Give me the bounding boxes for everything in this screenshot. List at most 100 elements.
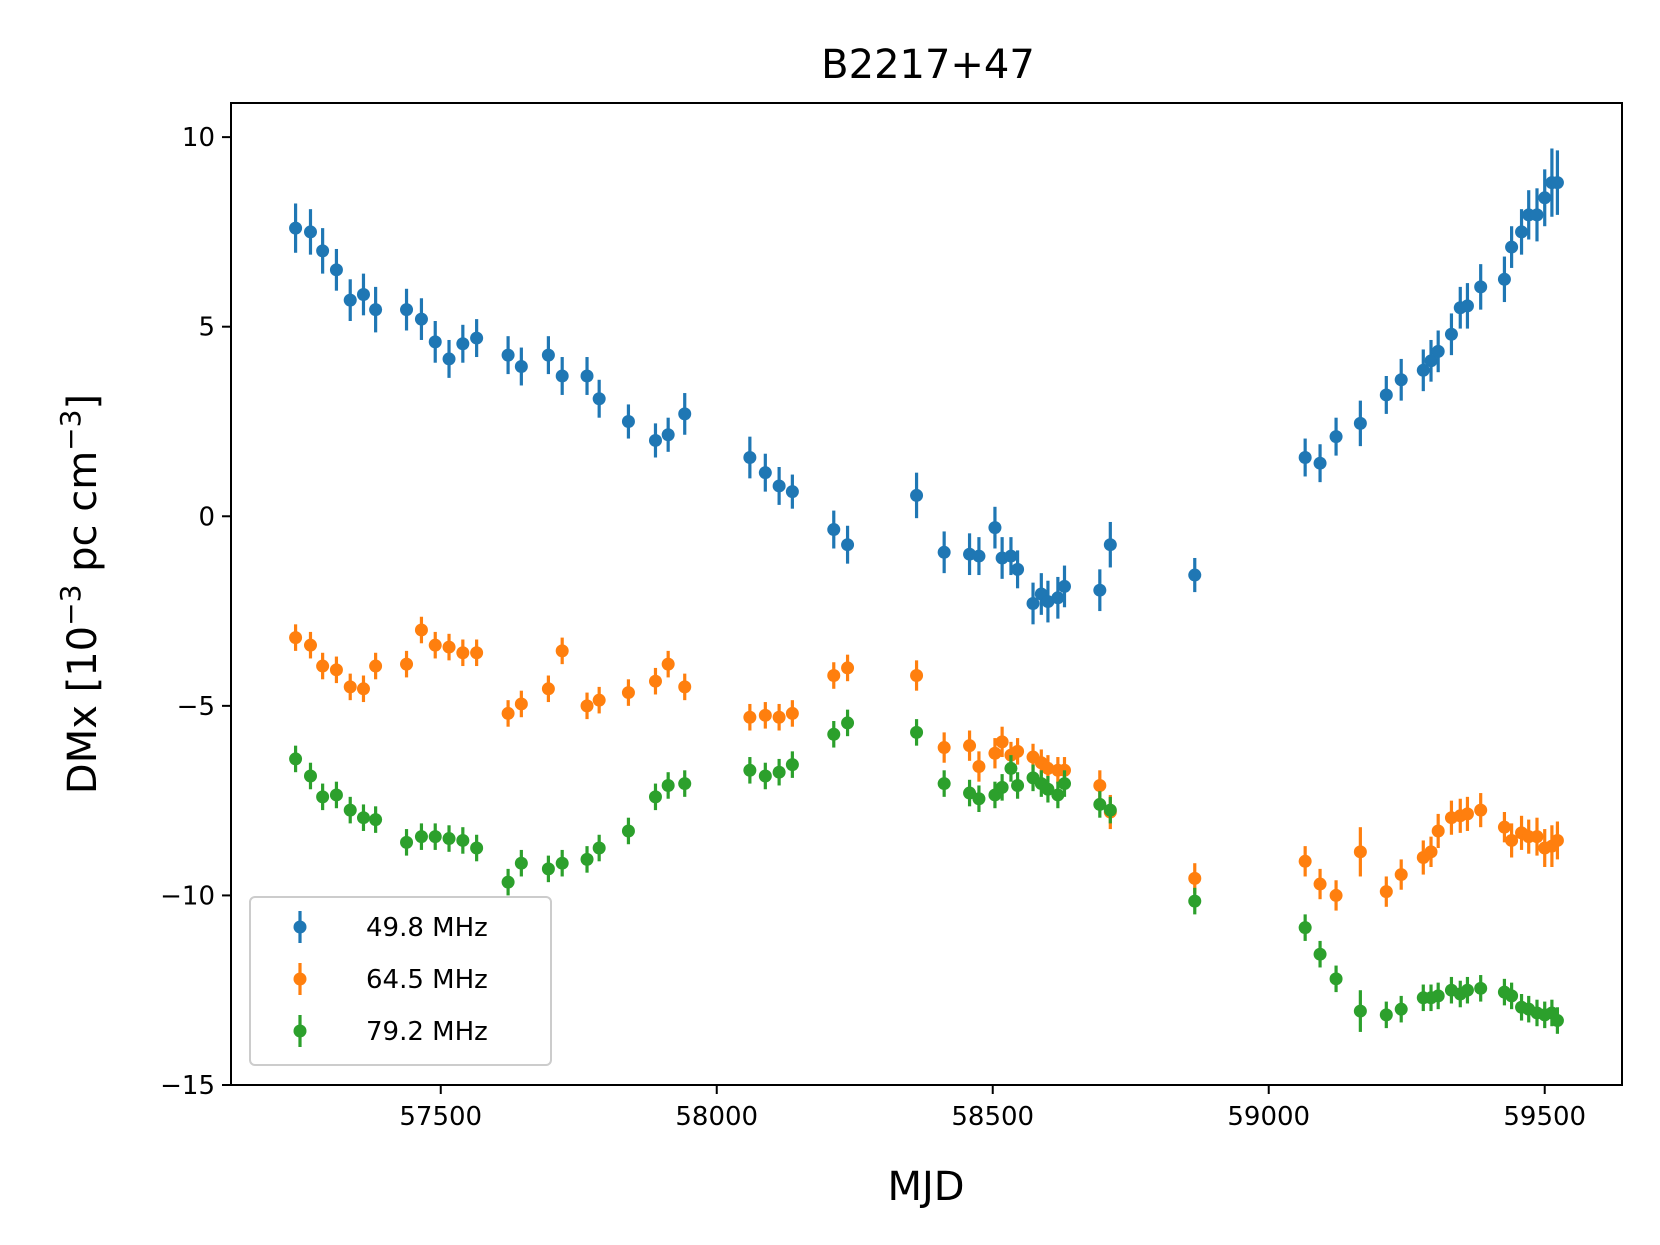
data-point	[772, 710, 786, 724]
data-point	[400, 303, 414, 317]
data-point	[1188, 568, 1202, 582]
data-point	[1188, 894, 1202, 908]
data-point	[343, 803, 357, 817]
legend-label: 64.5 MHz	[366, 965, 488, 995]
data-point	[592, 392, 606, 406]
y-axis-label-suffix: ]	[60, 394, 106, 410]
y-tick-label: 0	[198, 502, 215, 532]
data-point	[356, 287, 370, 301]
data-point	[303, 769, 317, 783]
data-point	[1026, 596, 1040, 610]
data-point	[841, 716, 855, 730]
data-point	[1313, 877, 1327, 891]
legend-entry: 49.8 MHz	[293, 911, 488, 943]
data-point	[514, 697, 528, 711]
data-point	[1051, 591, 1065, 605]
data-point	[1329, 972, 1343, 986]
data-point	[785, 758, 799, 772]
y-axis: 10 5 0 −5 −10 −15	[160, 123, 231, 1101]
data-point	[303, 225, 317, 239]
data-point	[772, 479, 786, 493]
data-point	[1051, 788, 1065, 802]
legend-marker	[293, 920, 307, 934]
data-point	[661, 657, 675, 671]
x-tick-label: 59500	[1503, 1102, 1586, 1132]
data-point	[648, 790, 662, 804]
data-point	[514, 360, 528, 374]
data-point	[963, 786, 977, 800]
x-tick-label: 58000	[675, 1102, 758, 1132]
data-point	[592, 693, 606, 707]
data-point	[555, 369, 569, 383]
data-point	[1313, 456, 1327, 470]
data-point	[1011, 562, 1025, 576]
data-point	[841, 661, 855, 675]
data-point	[541, 862, 555, 876]
data-point	[1353, 1004, 1367, 1018]
data-point	[456, 337, 470, 351]
data-point	[414, 623, 428, 637]
data-point	[963, 739, 977, 753]
legend-marker	[293, 972, 307, 986]
data-point	[1460, 299, 1474, 313]
data-point	[937, 777, 951, 791]
data-point	[470, 841, 484, 855]
data-point	[972, 792, 986, 806]
data-point	[1298, 921, 1312, 935]
data-point	[356, 811, 370, 825]
legend-marker	[293, 1024, 307, 1038]
data-point	[1353, 845, 1367, 859]
legend-label: 79.2 MHz	[366, 1017, 488, 1047]
data-point	[1298, 854, 1312, 868]
data-point	[1505, 833, 1519, 847]
data-point	[1103, 538, 1117, 552]
data-point	[661, 428, 675, 442]
data-point	[1474, 280, 1488, 294]
data-point	[329, 263, 343, 277]
y-tick-label: 10	[182, 123, 215, 153]
data-point	[369, 303, 383, 317]
x-tick-label: 57500	[399, 1102, 482, 1132]
data-point	[1530, 208, 1544, 222]
data-point	[414, 312, 428, 326]
data-point	[1460, 807, 1474, 821]
chart-title: B2217+47	[821, 42, 1035, 88]
data-point	[470, 646, 484, 660]
data-point	[1004, 549, 1018, 563]
legend-entry: 79.2 MHz	[293, 1015, 488, 1047]
data-point	[1011, 778, 1025, 792]
series-2	[289, 616, 1564, 911]
data-point	[442, 832, 456, 846]
data-point	[414, 830, 428, 844]
data-point	[501, 348, 515, 362]
data-point	[1550, 833, 1564, 847]
data-point	[827, 669, 841, 683]
data-point	[1298, 451, 1312, 465]
data-point	[910, 669, 924, 683]
data-point	[428, 830, 442, 844]
data-point	[972, 760, 986, 774]
data-point	[743, 710, 757, 724]
data-point	[428, 335, 442, 349]
data-point	[501, 875, 515, 889]
data-point	[1431, 824, 1445, 838]
data-point	[995, 780, 1009, 794]
data-point	[937, 545, 951, 559]
y-tick-label: −15	[160, 1071, 215, 1101]
data-point	[580, 852, 594, 866]
data-point	[841, 538, 855, 552]
y-tick-label: −5	[177, 692, 215, 722]
data-point	[1313, 947, 1327, 961]
data-point	[369, 813, 383, 827]
data-point	[356, 682, 370, 696]
y-tick-label: 5	[198, 313, 215, 343]
data-point	[316, 659, 330, 673]
data-point	[303, 638, 317, 652]
data-point	[1424, 354, 1438, 368]
y-axis-label-exponent-1: −3	[54, 585, 87, 626]
data-point	[343, 680, 357, 694]
data-point	[1474, 803, 1488, 817]
data-point	[329, 663, 343, 677]
data-point	[1379, 1008, 1393, 1022]
